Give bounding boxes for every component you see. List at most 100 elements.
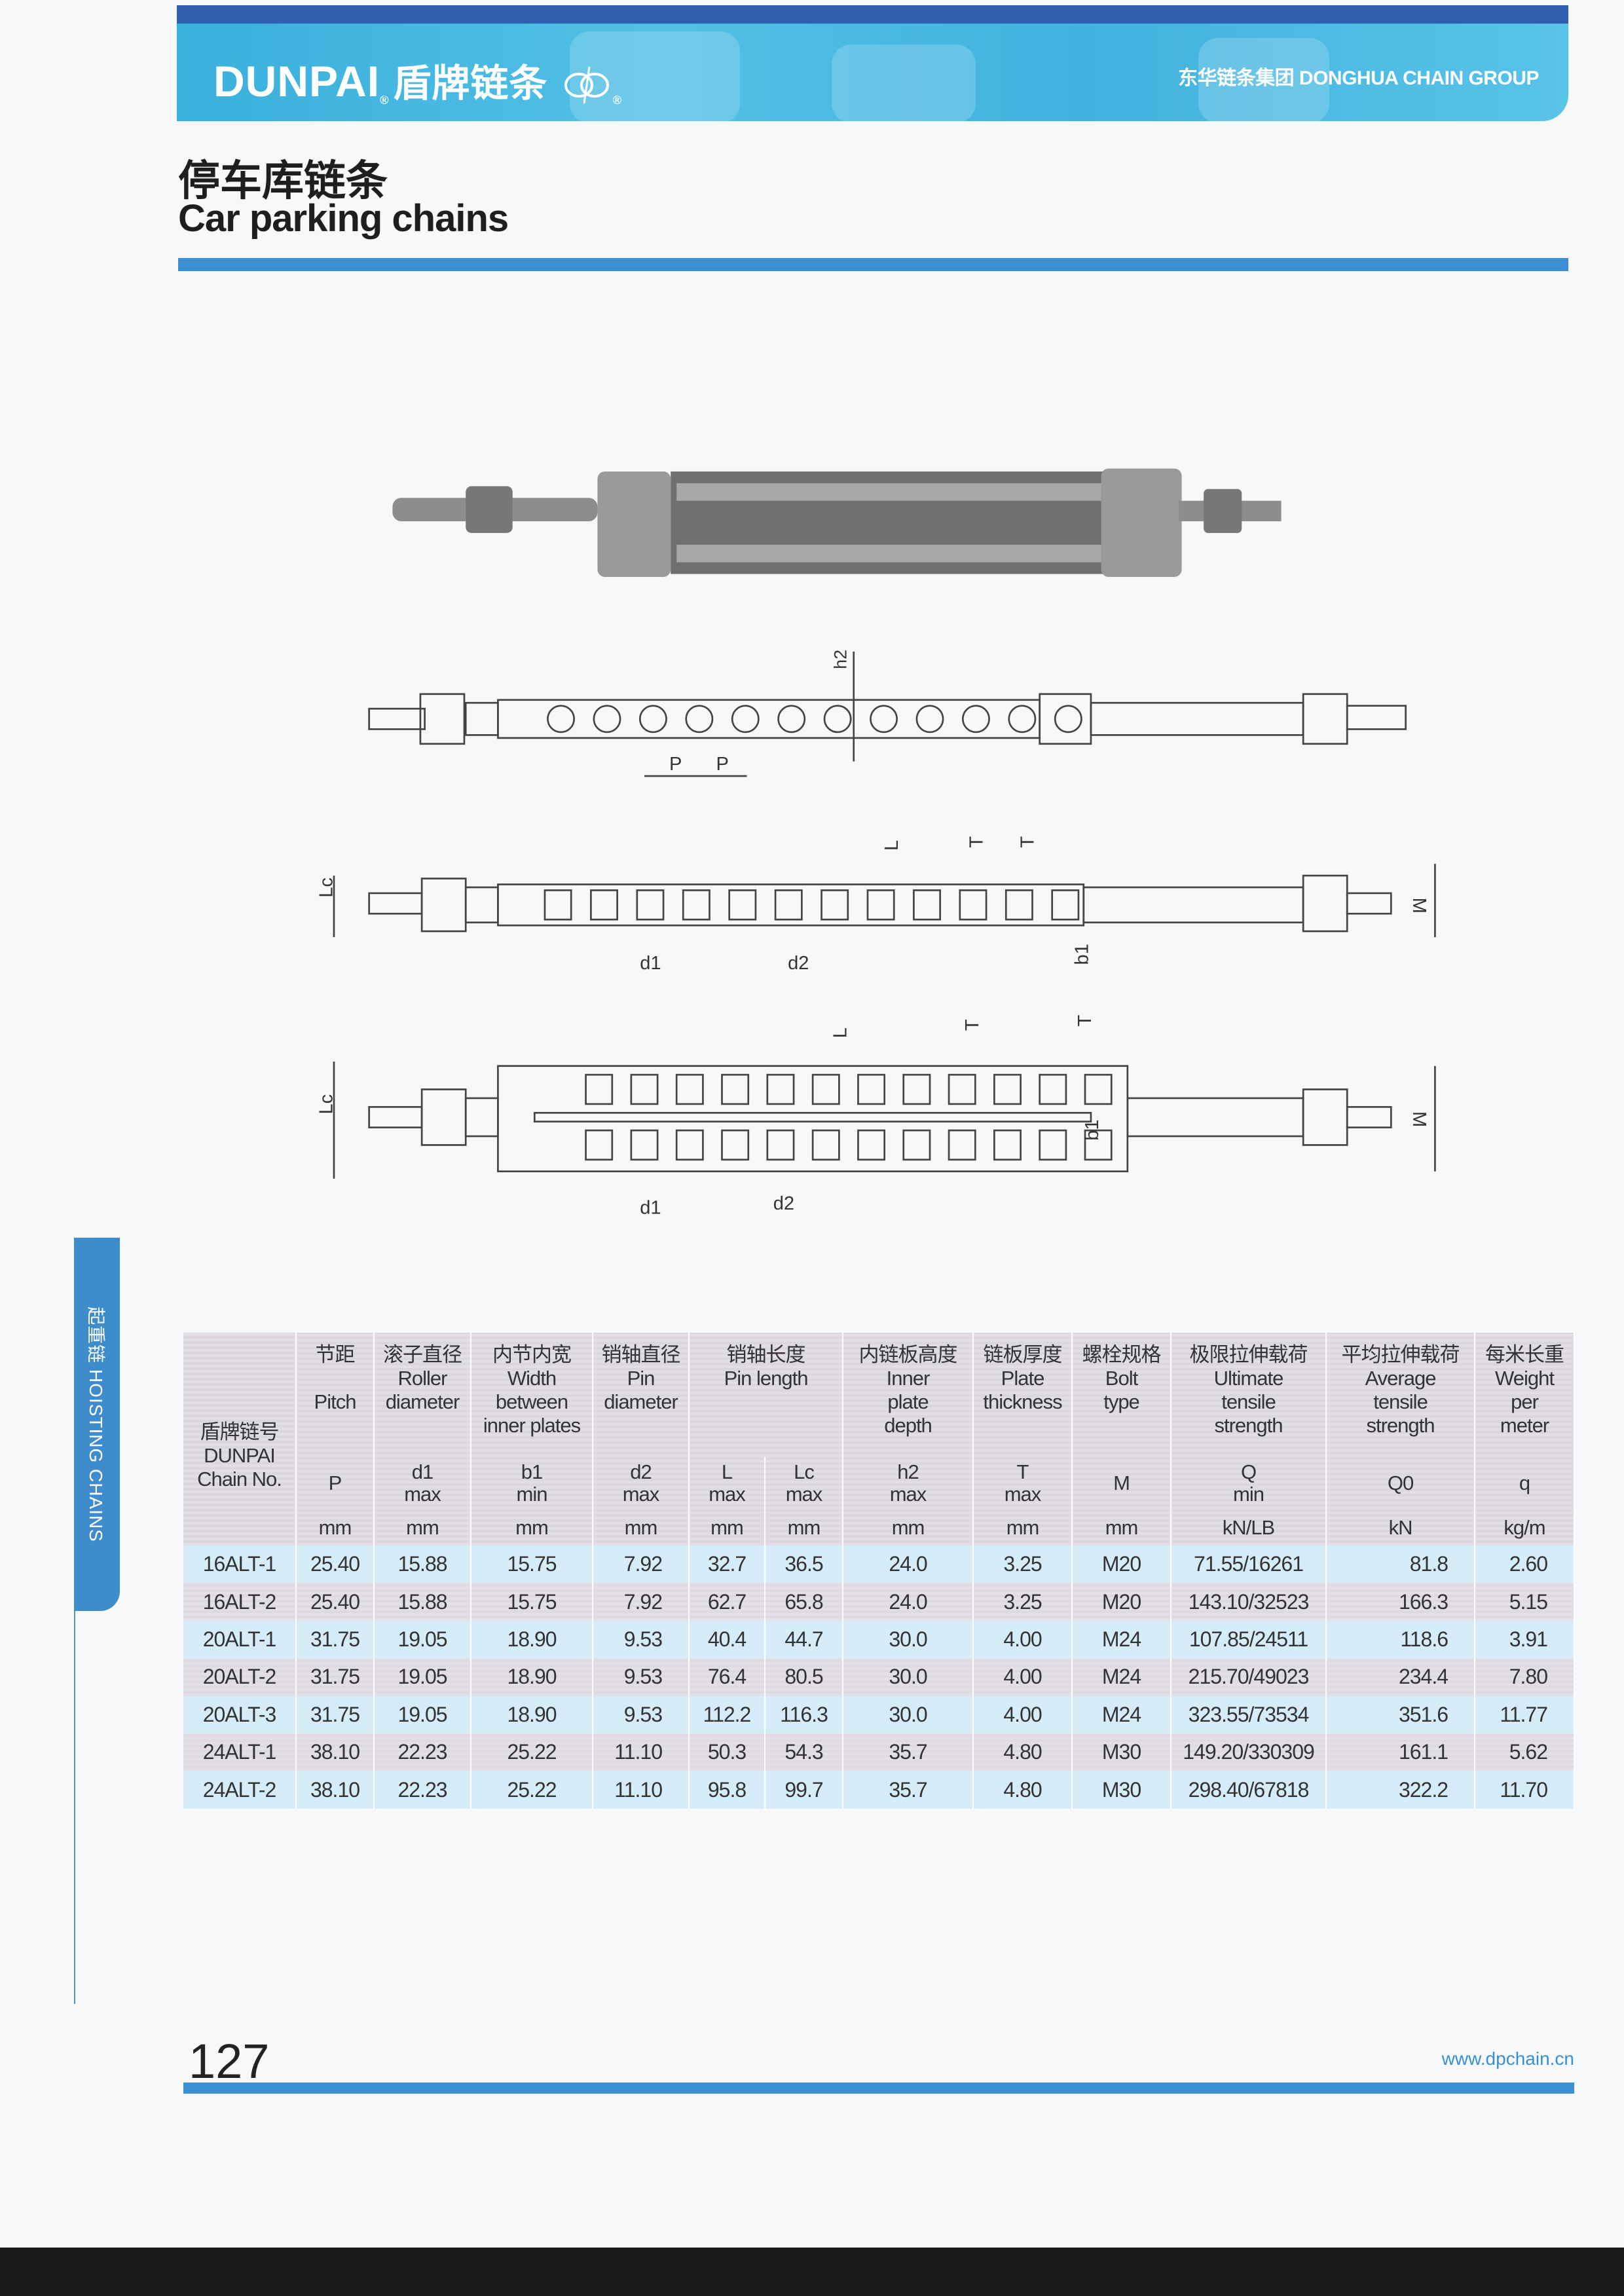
- chain-top-view-double: Lc L T T d1 d2 b1 M: [316, 1014, 1436, 1219]
- roller: [721, 1073, 750, 1105]
- header-symbol: P: [296, 1457, 375, 1509]
- link-circle: [638, 705, 667, 733]
- roller: [675, 1073, 704, 1105]
- table-cell: 81.8: [1326, 1546, 1476, 1583]
- svg-text:P: P: [669, 754, 682, 775]
- chain-no-cell: 20ALT-3: [183, 1695, 297, 1733]
- roller: [993, 1073, 1022, 1105]
- roller: [774, 889, 803, 921]
- svg-text:h2: h2: [831, 650, 851, 669]
- header-symbol: Lc max: [765, 1457, 844, 1509]
- svg-text:d1: d1: [640, 953, 661, 974]
- svg-text:L: L: [830, 1028, 851, 1038]
- roller: [959, 889, 987, 921]
- header-symbol: q: [1475, 1457, 1576, 1509]
- table-cell: 76.4: [689, 1658, 766, 1696]
- roller: [913, 889, 941, 921]
- table-cell: 166.3: [1326, 1583, 1476, 1621]
- header-symbol: d1 max: [374, 1457, 471, 1509]
- table-row: 20ALT-2 31.75 19.05 18.90 9.53 76.4 80.5 30.0 4.…: [183, 1658, 1576, 1696]
- table-cell: 3.91: [1475, 1620, 1576, 1659]
- table-cell: 31.75: [296, 1695, 375, 1733]
- table-cell: 9.53: [593, 1695, 690, 1733]
- table-cell: M30: [1072, 1771, 1172, 1809]
- table-cell: 19.05: [374, 1620, 471, 1659]
- table-cell: 22.23: [374, 1733, 471, 1771]
- table-cell: 4.80: [973, 1771, 1073, 1809]
- scan-edge: [0, 2248, 1624, 2296]
- table-cell: 99.7: [765, 1771, 844, 1809]
- link-circle: [777, 705, 806, 733]
- table-cell: 30.0: [843, 1620, 974, 1659]
- roller: [902, 1129, 931, 1161]
- table-cell: M24: [1072, 1620, 1172, 1659]
- header-symbol: d2 max: [593, 1457, 690, 1509]
- table-cell: 19.05: [374, 1695, 471, 1733]
- roller: [1039, 1129, 1067, 1161]
- table-cell: 30.0: [843, 1658, 974, 1696]
- header-unit: kN: [1326, 1509, 1476, 1546]
- table-cell: M30: [1072, 1733, 1172, 1771]
- table-cell: 36.5: [765, 1546, 844, 1583]
- svg-text:T: T: [962, 1019, 983, 1031]
- table-cell: 11.10: [593, 1733, 690, 1771]
- link-circle: [731, 705, 760, 733]
- svg-text:d2: d2: [788, 953, 809, 974]
- chain-side-view: h2 P P: [368, 650, 1407, 777]
- svg-text:M: M: [1409, 898, 1430, 914]
- svg-text:T: T: [1075, 1014, 1096, 1026]
- table-cell: 15.75: [471, 1546, 593, 1583]
- roller: [682, 889, 710, 921]
- table-cell: 38.10: [296, 1771, 375, 1809]
- table-row: 24ALT-1 38.10 22.23 25.22 11.10 50.3 54.3 35.7 4…: [183, 1733, 1576, 1771]
- table-cell: 18.90: [471, 1620, 593, 1659]
- table-cell: 18.90: [471, 1658, 593, 1696]
- link-circle: [915, 705, 944, 733]
- table-cell: 5.62: [1475, 1733, 1576, 1771]
- dp-logo-icon: [564, 66, 609, 103]
- table-cell: 4.00: [973, 1620, 1073, 1659]
- table-cell: 95.8: [689, 1771, 766, 1809]
- header-unit: mm: [973, 1509, 1073, 1546]
- table-cell: 15.88: [374, 1546, 471, 1583]
- chain-no-cell: 16ALT-1: [183, 1546, 297, 1583]
- header-unit: kg/m: [1475, 1509, 1576, 1546]
- link-circle: [1008, 705, 1037, 733]
- table-cell: 4.00: [973, 1695, 1073, 1733]
- group-name: 东华链条集团 DONGHUA CHAIN GROUP: [1178, 67, 1539, 89]
- table-cell: 25.40: [296, 1583, 375, 1621]
- link-circle: [823, 705, 852, 733]
- chain-no-cell: 24ALT-1: [183, 1733, 297, 1771]
- roller: [1051, 889, 1080, 921]
- table-cell: 351.6: [1326, 1695, 1476, 1733]
- header-unit: mm: [843, 1509, 974, 1546]
- table-cell: 116.3: [765, 1695, 844, 1733]
- table-cell: 3.25: [973, 1583, 1073, 1621]
- chain-no-cell: 24ALT-2: [183, 1771, 297, 1809]
- link-circle: [685, 705, 714, 733]
- page-title-en: Car parking chains: [178, 197, 509, 240]
- table-cell: 11.10: [593, 1771, 690, 1809]
- header-unit: mm: [689, 1509, 766, 1546]
- side-line: [74, 1611, 75, 2004]
- table-cell: 54.3: [765, 1733, 844, 1771]
- table-row: 20ALT-1 31.75 19.05 18.90 9.53 40.4 44.7 30.0 4.…: [183, 1620, 1576, 1659]
- table-cell: M24: [1072, 1658, 1172, 1696]
- table-cell: 25.22: [471, 1771, 593, 1809]
- svg-text:Lc: Lc: [316, 878, 337, 898]
- table-cell: 80.5: [765, 1658, 844, 1696]
- chain-drawings: h2 P P Lc L T T d1 d2 b1 M Lc L T T d1 d…: [316, 468, 1436, 1219]
- roller: [857, 1129, 886, 1161]
- website-link[interactable]: www.dpchain.cn: [1441, 2048, 1574, 2069]
- table-cell: 50.3: [689, 1733, 766, 1771]
- svg-text:d1: d1: [640, 1198, 661, 1219]
- header-symbol: M: [1072, 1457, 1172, 1509]
- table-cell: 30.0: [843, 1695, 974, 1733]
- header-symbol: b1 min: [471, 1457, 593, 1509]
